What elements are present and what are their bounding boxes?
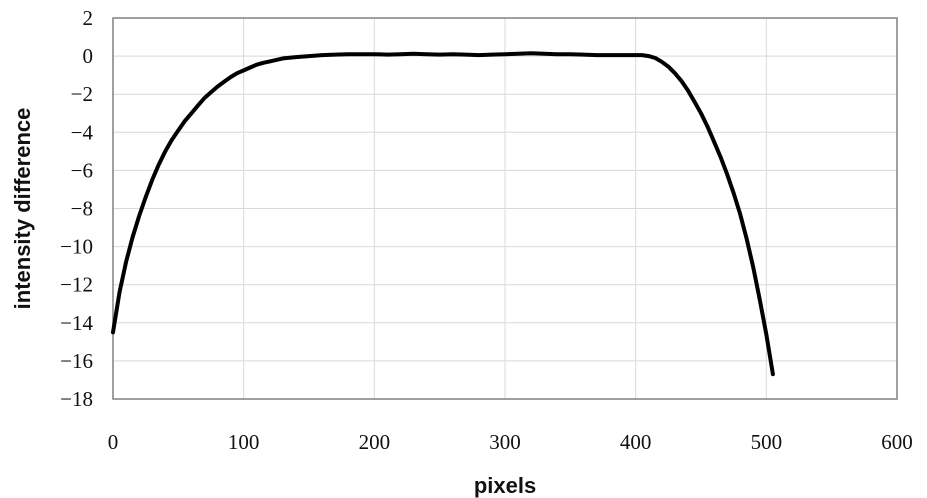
y-tick-label: 2 <box>83 6 94 30</box>
y-tick-label: −12 <box>60 273 93 297</box>
plot-area-border <box>112 17 898 400</box>
series-layer <box>111 51 775 377</box>
y-tick-label: −14 <box>60 311 93 335</box>
x-tick-label: 300 <box>489 430 521 454</box>
y-tick-label: 0 <box>83 44 94 68</box>
y-tick-label: −16 <box>60 349 93 373</box>
y-tick-label: −2 <box>71 82 93 106</box>
y-axis-title: intensity difference <box>10 108 35 310</box>
x-tick-label: 600 <box>881 430 913 454</box>
series-line <box>111 51 775 377</box>
x-tick-label: 400 <box>620 430 652 454</box>
y-tick-label: −18 <box>60 387 93 411</box>
y-tick-label: −8 <box>71 197 93 221</box>
x-axis-title: pixels <box>474 473 536 498</box>
x-tick-label: 500 <box>751 430 783 454</box>
x-axis-tick-labels: 0 100 200 300 400 500 600 <box>108 430 913 454</box>
x-tick-label: 0 <box>108 430 119 454</box>
x-tick-label: 100 <box>228 430 260 454</box>
x-tick-label: 200 <box>359 430 391 454</box>
y-tick-label: −6 <box>71 158 93 182</box>
y-tick-label: −4 <box>71 120 94 144</box>
y-tick-label: −10 <box>60 235 93 259</box>
y-axis-tick-labels: 2 0 −2 −4 −6 −8 −10 −12 −14 −16 −18 <box>60 6 93 411</box>
